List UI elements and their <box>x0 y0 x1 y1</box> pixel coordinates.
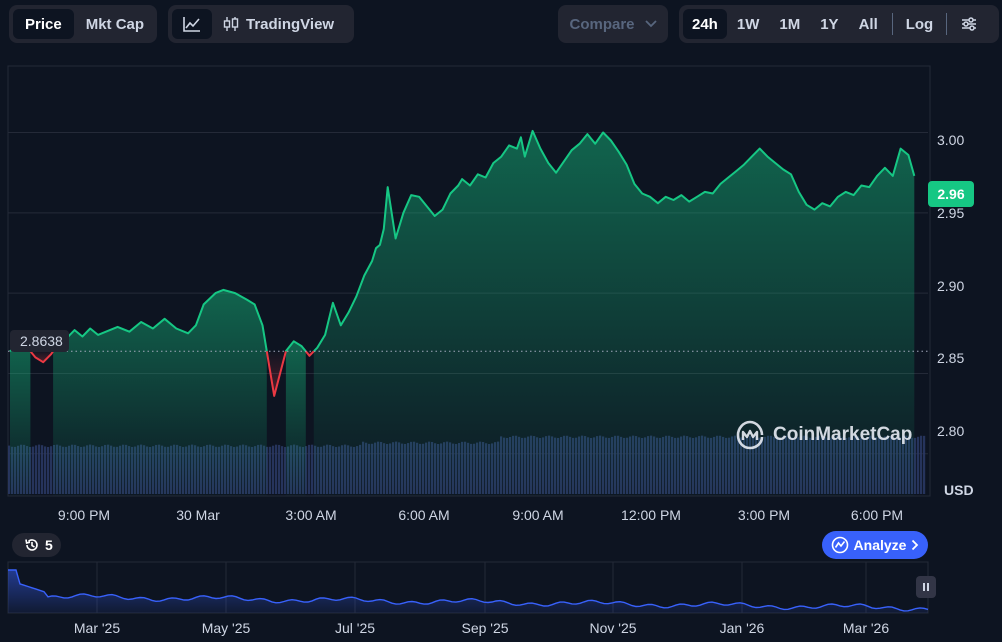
x-tick-label: 6:00 AM <box>398 507 450 523</box>
tradingview-button[interactable]: TradingView <box>212 9 344 39</box>
compare-dropdown[interactable]: Compare <box>558 5 668 43</box>
history-icon <box>25 539 38 551</box>
volume-bar <box>308 444 311 494</box>
x-tick-label: 3:00 PM <box>737 507 791 523</box>
tradingview-label: TradingView <box>246 15 335 33</box>
navigator-line <box>8 569 929 612</box>
x-tick-label: 12:00 PM <box>621 507 681 523</box>
volume-bar <box>32 446 35 494</box>
events-count: 5 <box>45 537 53 553</box>
navigator-label: Jan '26 <box>719 620 765 636</box>
price-area-down <box>266 351 286 396</box>
coinmarketcap-logo-icon <box>736 420 764 450</box>
navigator-label: Sep '25 <box>461 620 509 636</box>
y-tick-label: 3.00 <box>937 132 965 148</box>
x-tick-label: 9:00 PM <box>57 507 111 523</box>
coinmarketcap-watermark: CoinMarketCap <box>735 420 912 450</box>
volume-bar <box>920 435 923 494</box>
price-area-up <box>10 342 31 496</box>
price-line-up <box>313 129 916 352</box>
price-area <box>10 130 915 496</box>
candlestick-icon <box>223 17 239 31</box>
volume-bar <box>305 446 308 494</box>
tab-market-cap[interactable]: Mkt Cap <box>85 15 145 33</box>
navigator-label: Mar '26 <box>842 620 890 636</box>
chevron-down-icon <box>644 20 657 28</box>
chart-type-tabs: Price Mkt Cap <box>9 5 157 43</box>
volume-bar <box>278 444 281 494</box>
analyze-button[interactable]: Analyze <box>822 531 928 559</box>
volume-bar <box>914 437 917 494</box>
volume-bar <box>275 444 278 494</box>
price-area-up <box>285 341 306 496</box>
volume-bar <box>47 446 50 494</box>
volume-bar <box>44 446 47 494</box>
tab-price[interactable]: Price <box>13 9 74 39</box>
line-chart-icon <box>183 17 200 32</box>
compare-label: Compare <box>569 15 635 33</box>
volume-bar <box>50 446 53 494</box>
price-line-up <box>284 340 307 352</box>
navigator-label: Jul '25 <box>334 620 376 636</box>
volume-bar <box>923 435 926 494</box>
navigator-label: Mar '25 <box>73 620 121 636</box>
navigator-area <box>8 570 928 613</box>
price-line-down <box>265 351 287 397</box>
pause-icon <box>923 583 929 591</box>
log-scale-button[interactable]: Log <box>905 15 934 33</box>
y-tick-label: 2.95 <box>937 205 965 221</box>
price-area-up <box>53 289 267 496</box>
volume-bar <box>8 445 11 494</box>
volume-bar <box>266 446 269 494</box>
volume-bar <box>284 446 287 494</box>
price-line-down <box>29 350 54 364</box>
navigator-label: May '25 <box>201 620 251 636</box>
volume-bar <box>41 445 44 494</box>
currency-label: USD <box>944 482 974 498</box>
range-1y[interactable]: 1Y <box>820 15 839 33</box>
range-1m[interactable]: 1M <box>779 15 801 33</box>
range-24h[interactable]: 24h <box>683 9 727 39</box>
open-price-badge: 2.8638 <box>10 330 69 352</box>
toolbar-divider <box>891 13 893 35</box>
line-chart-button[interactable] <box>172 9 212 39</box>
y-tick-label: 2.80 <box>937 423 965 439</box>
analyze-label: Analyze <box>853 537 907 553</box>
range-all[interactable]: All <box>858 15 878 33</box>
navigator-pause-button[interactable] <box>916 576 936 598</box>
current-price-badge: 2.96 <box>928 181 974 207</box>
price-line-down <box>305 350 315 357</box>
chevron-right-icon <box>912 539 919 551</box>
time-range-tabs: 24h 1W 1M 1Y All Log <box>679 5 999 43</box>
navigator-label: Nov '25 <box>589 620 637 636</box>
events-badge[interactable]: 5 <box>12 533 61 557</box>
x-tick-label: 9:00 AM <box>512 507 564 523</box>
x-tick-label: 3:00 AM <box>285 507 337 523</box>
volume-bar <box>311 444 314 494</box>
y-tick-label: 2.90 <box>937 278 965 294</box>
volume-bar <box>281 446 284 494</box>
y-tick-label: 2.85 <box>937 350 965 366</box>
chart-settings-button[interactable] <box>951 9 987 39</box>
volume-bar <box>272 445 275 494</box>
x-tick-label: 6:00 PM <box>850 507 904 523</box>
volume-bar <box>35 445 38 494</box>
volume-bar <box>38 444 41 494</box>
chart-mode-tabs: TradingView <box>168 5 354 43</box>
price-line-up <box>52 288 268 352</box>
navigator[interactable] <box>7 561 929 614</box>
volume-bar <box>269 446 272 494</box>
x-tick-label: 30 Mar <box>176 507 220 523</box>
volume-bar <box>917 436 920 494</box>
watermark-text: CoinMarketCap <box>773 424 913 445</box>
analyze-icon <box>831 536 848 554</box>
price-area-up <box>313 130 915 496</box>
range-1w[interactable]: 1W <box>736 15 760 33</box>
price-area-down <box>30 351 54 363</box>
sliders-icon <box>962 17 977 31</box>
toolbar-divider <box>946 13 948 35</box>
